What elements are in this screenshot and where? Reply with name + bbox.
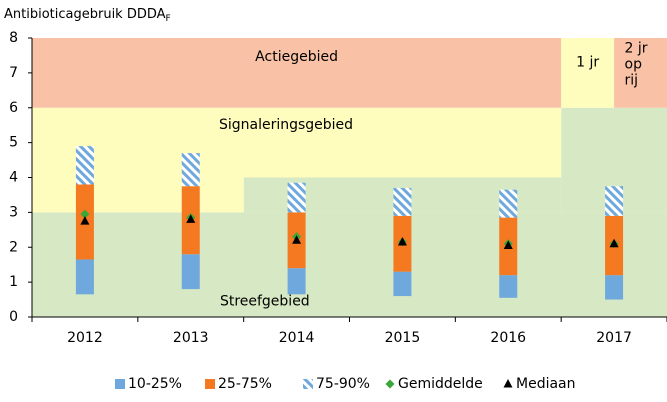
marker-triangle	[186, 214, 196, 223]
zone-label: Signaleringsgebied	[219, 117, 353, 133]
legend-label: 10-25%	[128, 376, 182, 392]
bar-segment	[499, 275, 518, 298]
legend-swatch	[303, 379, 313, 389]
bar-segment	[287, 182, 306, 213]
zone-label: 1 jr	[576, 54, 599, 70]
y-tick-label: 4	[9, 170, 18, 186]
bar-segment	[605, 186, 624, 216]
marker-diamond	[385, 379, 395, 389]
bar-segment	[393, 271, 412, 297]
marker-triangle	[503, 240, 513, 250]
bar-segment	[75, 146, 94, 185]
legend-label: 75-90%	[316, 376, 370, 392]
bar-segment	[393, 187, 412, 216]
y-tick-label: 8	[9, 30, 18, 46]
zone-label: Streefgebied	[220, 293, 310, 309]
zone-label-line: rij	[625, 72, 639, 88]
zone-label-line: op	[625, 56, 643, 72]
x-tick-label: 2017	[596, 330, 632, 346]
bar-segment	[181, 153, 200, 187]
bar-segment	[75, 259, 94, 295]
x-tick-label: 2014	[279, 330, 315, 346]
marker-triangle	[397, 237, 407, 246]
marker-triangle	[503, 379, 513, 388]
zone	[32, 107, 562, 178]
bar-segment	[499, 189, 518, 218]
marker-triangle	[292, 235, 302, 244]
zone	[614, 38, 667, 108]
chart-title: Antibioticagebruik DDDAF	[4, 7, 171, 24]
y-tick-label: 5	[9, 135, 18, 151]
title-subscript: F	[166, 14, 171, 24]
marker-diamond	[80, 209, 90, 219]
y-tick-label: 6	[9, 100, 18, 116]
zone	[32, 38, 562, 108]
zone	[32, 177, 244, 213]
y-tick-label: 7	[9, 65, 18, 81]
zone-label: 2 jr op rij	[625, 40, 648, 88]
marker-triangle	[80, 216, 90, 225]
zone-label: Actiegebied	[255, 49, 338, 65]
x-tick-label: 2012	[67, 330, 103, 346]
marker-triangle	[609, 238, 619, 248]
zone-label-line: 2 jr	[625, 40, 648, 56]
title-text: Antibioticagebruik DDDA	[4, 7, 166, 22]
legend-swatch	[205, 379, 215, 389]
zone	[32, 212, 667, 317]
bar-segment	[287, 268, 306, 295]
y-tick-label: 3	[9, 204, 18, 220]
legend-label: 25-75%	[218, 376, 272, 392]
x-tick-label: 2016	[490, 330, 526, 346]
zone	[561, 38, 615, 108]
y-tick-label: 0	[9, 309, 18, 325]
y-tick-label: 2	[9, 239, 18, 255]
legend-label: Mediaan	[516, 376, 576, 392]
legend-label: Gemiddelde	[398, 376, 483, 392]
legend-swatch	[115, 379, 125, 389]
x-tick-label: 2013	[173, 330, 209, 346]
y-tick-label: 1	[9, 274, 18, 290]
bar-segment	[605, 275, 624, 300]
x-tick-label: 2015	[385, 330, 421, 346]
bar-segment	[181, 254, 200, 290]
